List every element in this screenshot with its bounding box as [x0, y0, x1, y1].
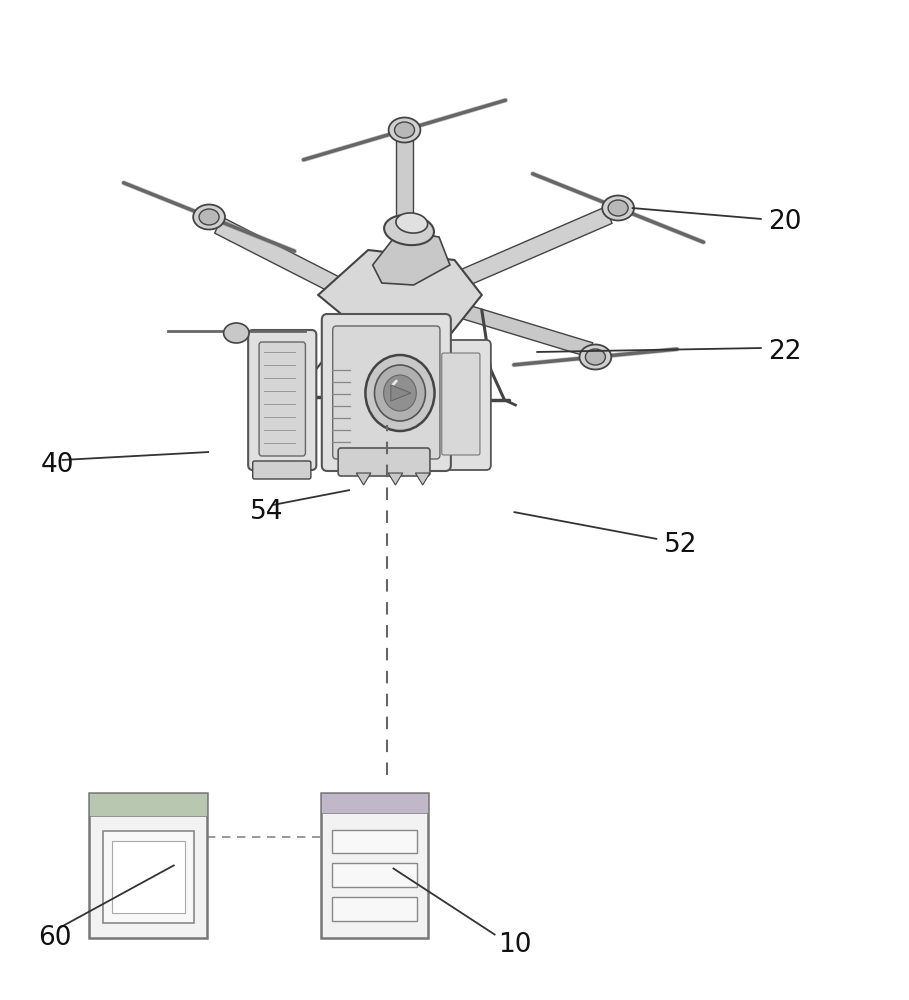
- Polygon shape: [318, 250, 482, 340]
- FancyBboxPatch shape: [89, 792, 207, 938]
- Circle shape: [384, 375, 416, 411]
- Text: 40: 40: [41, 452, 75, 478]
- Ellipse shape: [608, 200, 628, 216]
- Polygon shape: [373, 230, 450, 285]
- Text: 20: 20: [768, 209, 802, 235]
- Polygon shape: [396, 140, 413, 250]
- Polygon shape: [215, 217, 349, 298]
- Ellipse shape: [585, 349, 605, 365]
- FancyBboxPatch shape: [253, 461, 311, 479]
- Polygon shape: [457, 303, 593, 357]
- Ellipse shape: [194, 205, 225, 230]
- Bar: [321, 792, 428, 813]
- FancyBboxPatch shape: [259, 342, 305, 456]
- Text: 22: 22: [768, 339, 802, 365]
- Polygon shape: [388, 473, 403, 485]
- Circle shape: [375, 365, 425, 421]
- FancyBboxPatch shape: [338, 448, 430, 476]
- FancyBboxPatch shape: [442, 353, 480, 455]
- Bar: [332, 830, 417, 853]
- FancyBboxPatch shape: [432, 340, 491, 470]
- Bar: [112, 841, 185, 912]
- Ellipse shape: [385, 215, 434, 245]
- Text: 52: 52: [664, 532, 697, 558]
- Polygon shape: [456, 207, 612, 288]
- FancyBboxPatch shape: [322, 314, 451, 471]
- Ellipse shape: [199, 209, 219, 225]
- Ellipse shape: [395, 122, 415, 138]
- Bar: [89, 792, 207, 816]
- Circle shape: [365, 355, 435, 431]
- FancyBboxPatch shape: [333, 326, 440, 459]
- Bar: [332, 897, 417, 920]
- Polygon shape: [415, 473, 430, 485]
- Ellipse shape: [396, 213, 427, 233]
- Ellipse shape: [580, 345, 611, 370]
- Bar: [103, 831, 194, 922]
- Polygon shape: [391, 385, 411, 401]
- Text: 54: 54: [250, 499, 284, 525]
- Polygon shape: [356, 473, 371, 485]
- Ellipse shape: [388, 118, 420, 143]
- Text: 10: 10: [498, 932, 532, 958]
- FancyBboxPatch shape: [248, 330, 316, 470]
- FancyBboxPatch shape: [321, 792, 428, 938]
- Text: 60: 60: [38, 925, 72, 951]
- Ellipse shape: [224, 323, 249, 343]
- Bar: [332, 863, 417, 887]
- Ellipse shape: [602, 196, 634, 221]
